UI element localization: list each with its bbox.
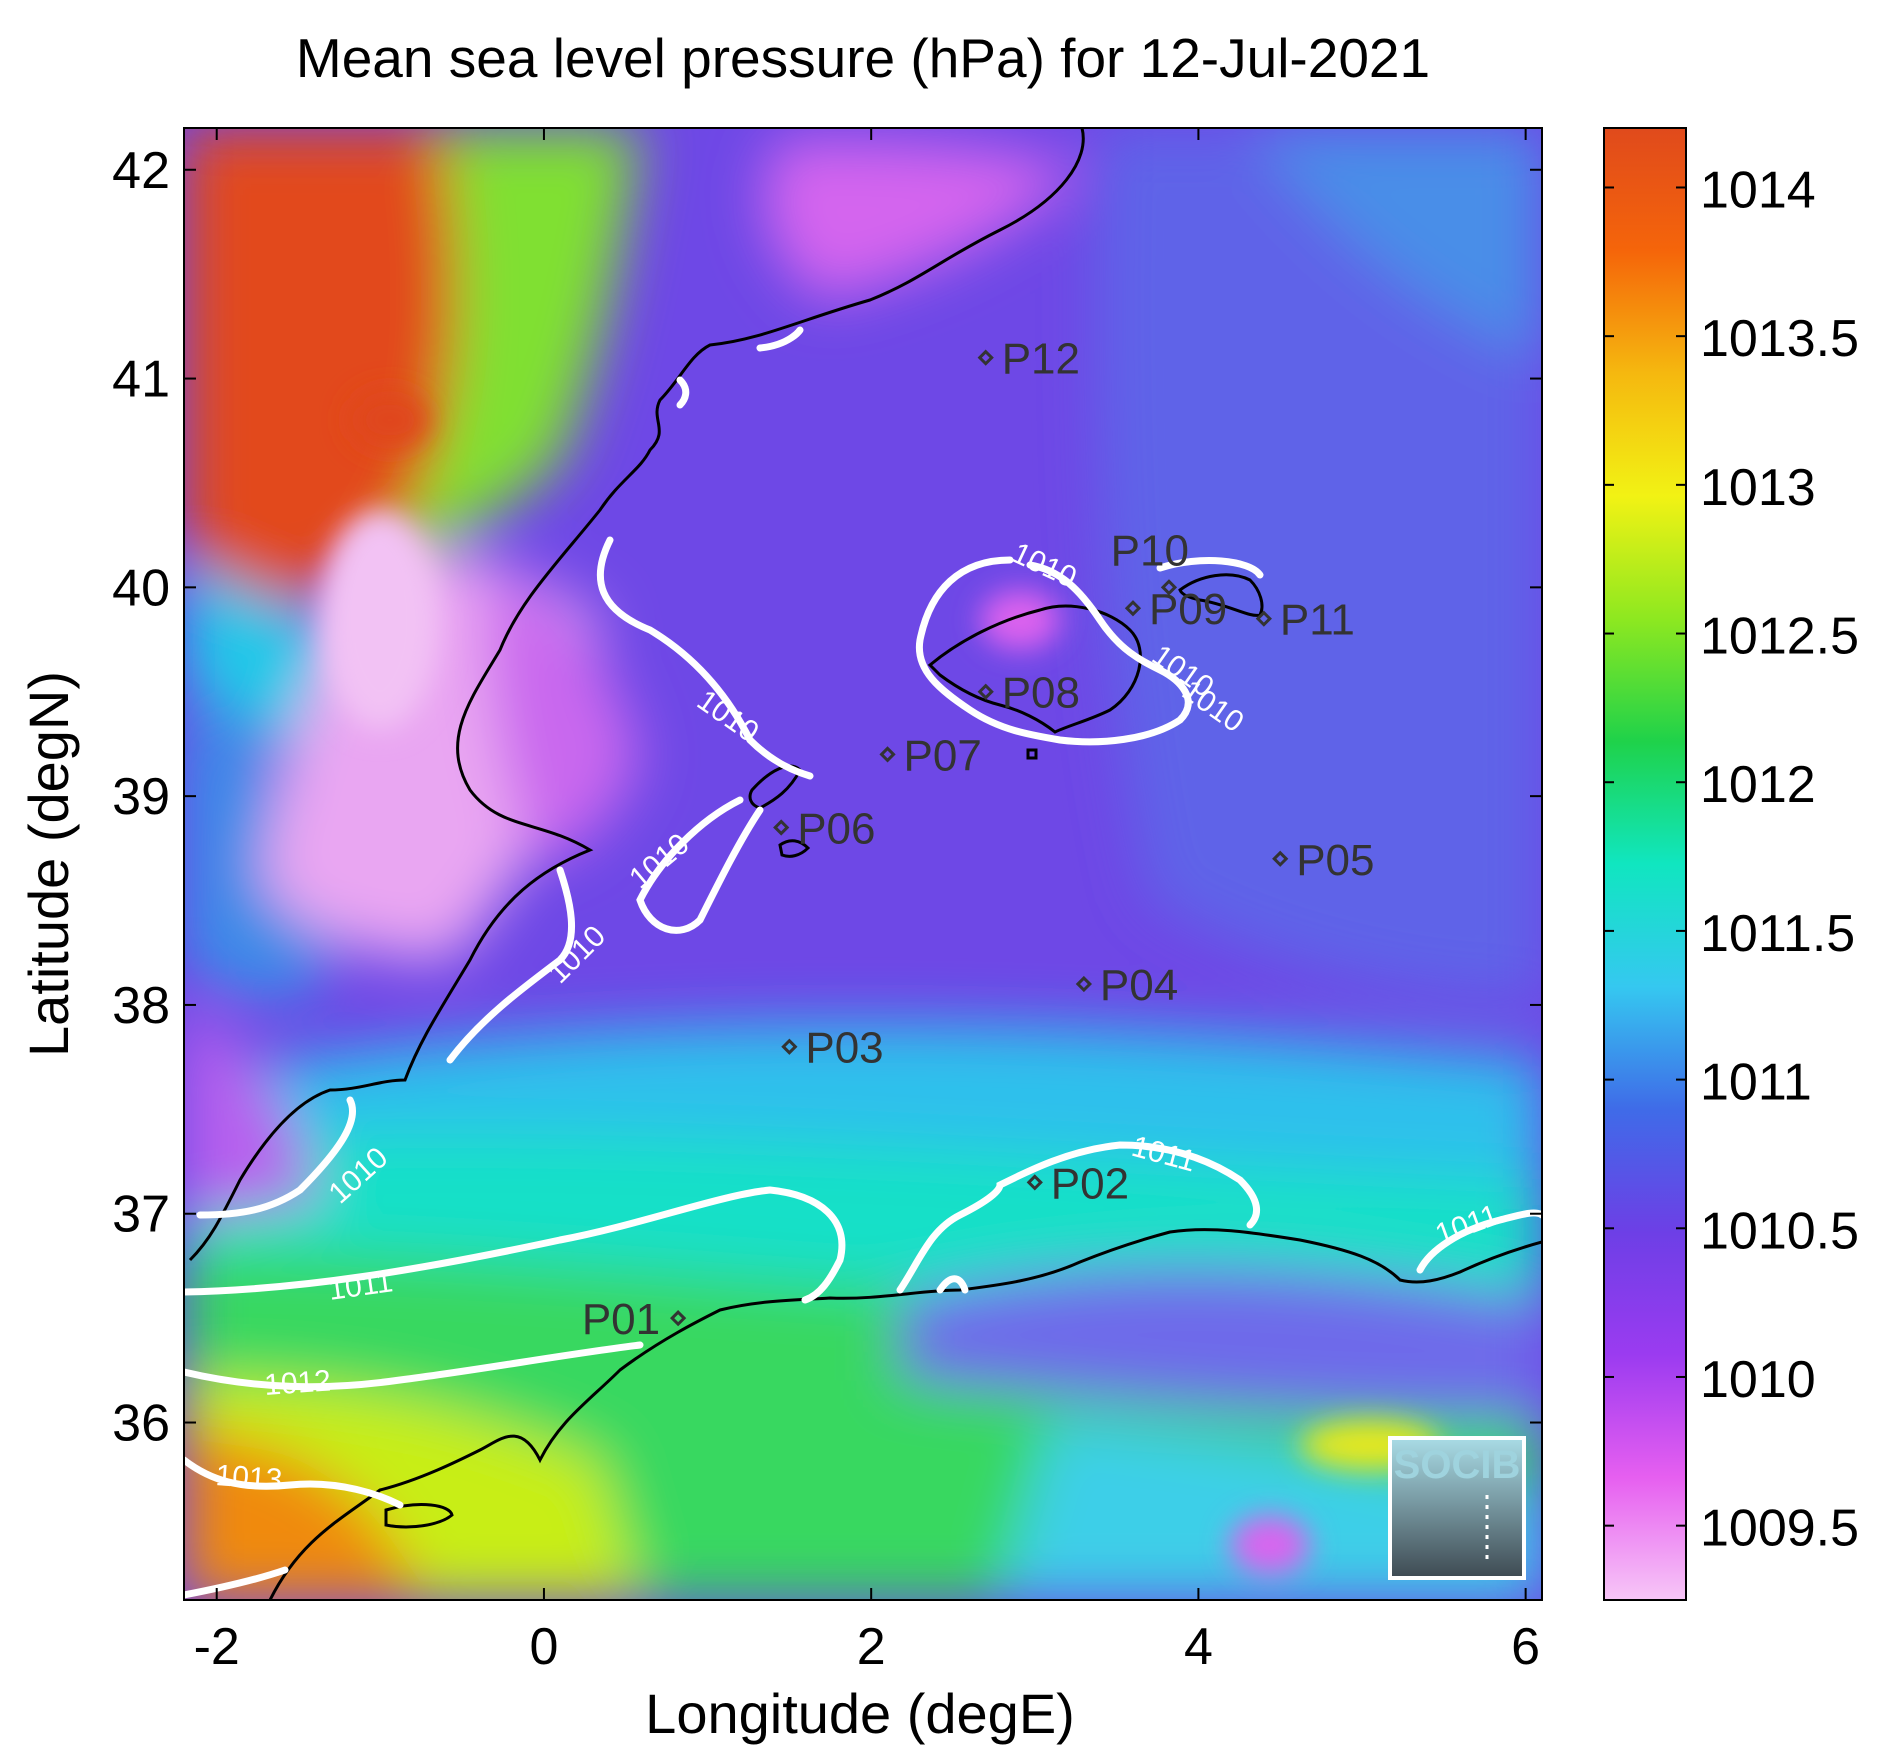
colorbar-tick-label: 1009.5 bbox=[1700, 1500, 1859, 1558]
station-label: P11 bbox=[1280, 596, 1355, 645]
contour-label: 1012 bbox=[263, 1364, 332, 1402]
colorbar-tick-label: 1010.5 bbox=[1700, 1202, 1859, 1260]
station-label: P07 bbox=[904, 731, 982, 780]
isobar-1012 bbox=[184, 1341, 644, 1391]
y-tick-label: 39 bbox=[112, 768, 170, 826]
cabrera bbox=[1026, 748, 1038, 760]
y-axis-label: Latitude (degN) bbox=[17, 671, 80, 1057]
colorbar-tick-label: 1011.5 bbox=[1700, 905, 1855, 963]
station-marker bbox=[977, 349, 994, 366]
station-marker bbox=[1124, 600, 1142, 617]
isobar-1010-menorca bbox=[1156, 557, 1264, 579]
isobar-1011-main bbox=[184, 1186, 846, 1304]
isobar-1011-loop bbox=[896, 1141, 1261, 1294]
colorbar-bar bbox=[1603, 127, 1687, 1601]
station-label: P05 bbox=[1296, 836, 1374, 885]
y-tick-label: 41 bbox=[112, 351, 170, 409]
contour-label: 1013 bbox=[215, 1459, 284, 1497]
isobar-1011-small bbox=[936, 1275, 969, 1294]
morocco-inlet bbox=[384, 1503, 454, 1529]
colorbar: 1014 1013.5 1013 1012.5 1012 1011.5 1011 1010.5… bbox=[1603, 127, 1859, 1601]
logo-text: SOCIB bbox=[1394, 1443, 1521, 1487]
station-label: P08 bbox=[1002, 669, 1080, 718]
x-tick-label: 4 bbox=[1184, 1618, 1213, 1676]
station-marker bbox=[879, 746, 896, 763]
colorbar-ticks: 1014 1013.5 1013 1012.5 1012 1011.5 1011 1010.5… bbox=[1604, 161, 1859, 1558]
x-tick-label: 2 bbox=[857, 1618, 886, 1676]
isobar-1013 bbox=[184, 1456, 404, 1509]
station-label: P04 bbox=[1100, 961, 1178, 1010]
colorbar-tick-label: 1013 bbox=[1700, 459, 1816, 517]
colorbar-tick-label: 1011 bbox=[1700, 1054, 1812, 1112]
colorbar-tick-label: 1014 bbox=[1700, 161, 1816, 219]
x-tick-label: 6 bbox=[1511, 1618, 1540, 1676]
colorbar-tick-label: 1012.5 bbox=[1700, 608, 1859, 666]
africa-coast bbox=[268, 1228, 1542, 1600]
isobar-1013-edge bbox=[184, 1566, 289, 1599]
colorbar-tick-label: 1012 bbox=[1700, 756, 1816, 814]
y-tick-label: 38 bbox=[112, 977, 170, 1035]
y-tick-label: 40 bbox=[112, 559, 170, 617]
station-marker bbox=[977, 683, 994, 700]
isobar-1010-coast-north bbox=[756, 326, 804, 352]
station-label: P06 bbox=[797, 804, 875, 853]
station-marker bbox=[1272, 850, 1289, 867]
isobar-1010-mallorca bbox=[915, 556, 1192, 746]
plot-frame bbox=[183, 127, 1543, 1601]
y-tick-label: 37 bbox=[112, 1186, 170, 1244]
colorbar-tick-label: 1010 bbox=[1700, 1351, 1816, 1409]
x-axis-label: Longitude (degE) bbox=[645, 1682, 1075, 1745]
isobar-1010-ibiza bbox=[636, 796, 764, 934]
station-marker bbox=[1026, 1174, 1043, 1191]
station-marker bbox=[1160, 579, 1178, 596]
socib-logo: SOCIB bbox=[1388, 1436, 1526, 1580]
ibiza bbox=[748, 764, 802, 810]
iberia-coast bbox=[188, 128, 1085, 1262]
colorbar-tick-label: 1013.5 bbox=[1700, 310, 1859, 368]
x-tick-label: -2 bbox=[194, 1618, 240, 1676]
station-marker bbox=[781, 1038, 798, 1055]
mallorca bbox=[927, 604, 1142, 734]
chart-title: Mean sea level pressure (hPa) for 12-Jul… bbox=[296, 27, 1430, 89]
y-tick-label: 36 bbox=[112, 1395, 170, 1453]
formentera bbox=[778, 839, 811, 858]
station-label: P03 bbox=[805, 1024, 883, 1073]
x-tick-label: 0 bbox=[529, 1618, 558, 1676]
stations: P01 P02 P03 P04 P05 P06 P07 P08 P09 P10 P11 P12 bbox=[582, 335, 1375, 1344]
y-axis: 42 41 40 39 38 37 36 bbox=[112, 142, 1542, 1453]
isobar-1010-valencia bbox=[446, 866, 575, 1064]
isobar-1010-coast-north-2 bbox=[676, 376, 690, 409]
station-label: P09 bbox=[1149, 585, 1227, 634]
station-marker bbox=[773, 819, 790, 836]
isobar-1010-south bbox=[196, 1096, 357, 1219]
station-label: P10 bbox=[1111, 526, 1189, 575]
station-label: P12 bbox=[1002, 335, 1080, 384]
station-marker bbox=[1075, 975, 1093, 993]
x-axis: -2 0 2 4 6 bbox=[194, 128, 1540, 1676]
station-marker bbox=[669, 1310, 687, 1327]
isobar-1010-iberia bbox=[596, 536, 814, 780]
station-label: P01 bbox=[582, 1295, 660, 1344]
y-tick-label: 42 bbox=[112, 142, 170, 200]
station-marker bbox=[1255, 610, 1272, 627]
station-label: P02 bbox=[1051, 1159, 1129, 1208]
